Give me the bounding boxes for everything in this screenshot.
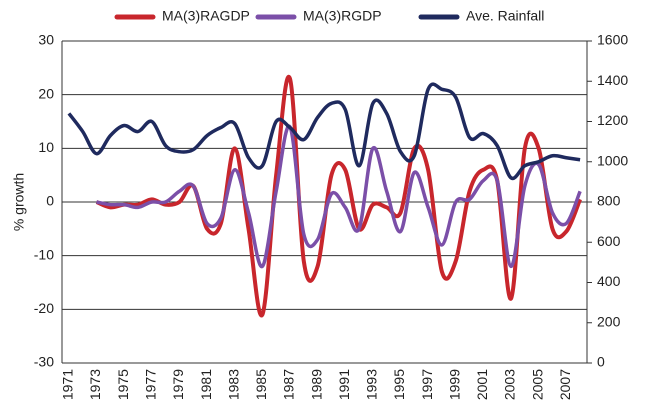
- x-tick-label: 2007: [557, 369, 573, 400]
- y2-tick-label: 400: [597, 273, 621, 289]
- y-tick-label: 30: [38, 32, 54, 48]
- y2-tick-label: 1000: [597, 152, 628, 168]
- x-tick-label: 1977: [143, 369, 159, 400]
- y-axis-label: % growth: [11, 173, 27, 231]
- x-tick-label: 1987: [281, 369, 297, 400]
- legend-label: MA(3)RAGDP: [162, 8, 250, 24]
- x-tick-label: 1973: [87, 369, 103, 400]
- legend-label: MA(3)RGDP: [303, 8, 382, 24]
- x-tick-label: 1993: [364, 369, 380, 400]
- x-tick-label: 1995: [391, 369, 407, 400]
- x-tick-label: 1999: [446, 369, 462, 400]
- x-tick-label: 2005: [529, 369, 545, 400]
- y2-tick-label: 600: [597, 233, 621, 249]
- y2-tick-label: 1400: [597, 72, 628, 88]
- x-tick-label: 2001: [474, 369, 490, 400]
- y-tick-label: 10: [38, 139, 54, 155]
- y2-tick-label: 1600: [597, 32, 628, 48]
- y2-tick-label: 1200: [597, 112, 628, 128]
- x-tick-label: 1997: [419, 369, 435, 400]
- y-tick-label: 0: [46, 193, 54, 209]
- x-tick-label: 2003: [502, 369, 518, 400]
- x-tick-label: 1983: [225, 369, 241, 400]
- x-tick-label: 1985: [253, 369, 269, 400]
- y2-tick-label: 200: [597, 313, 621, 329]
- x-tick-label: 1971: [60, 369, 76, 400]
- y-tick-label: 20: [38, 85, 54, 101]
- y2-tick-label: 800: [597, 193, 621, 209]
- y2-tick-label: 0: [597, 354, 605, 370]
- series-line: [95, 74, 582, 318]
- y-tick-label: -10: [34, 246, 54, 262]
- x-tick-label: 1991: [336, 369, 352, 400]
- y-tick-label: -30: [34, 354, 54, 370]
- y-tick-label: -20: [34, 300, 54, 316]
- x-tick-label: 1981: [198, 369, 214, 400]
- series-line: [67, 82, 581, 181]
- x-tick-label: 1975: [115, 369, 131, 400]
- x-tick-label: 1989: [308, 369, 324, 400]
- legend-label: Ave. Rainfall: [466, 8, 544, 24]
- series-line: [96, 124, 582, 269]
- x-tick-label: 1979: [170, 369, 186, 400]
